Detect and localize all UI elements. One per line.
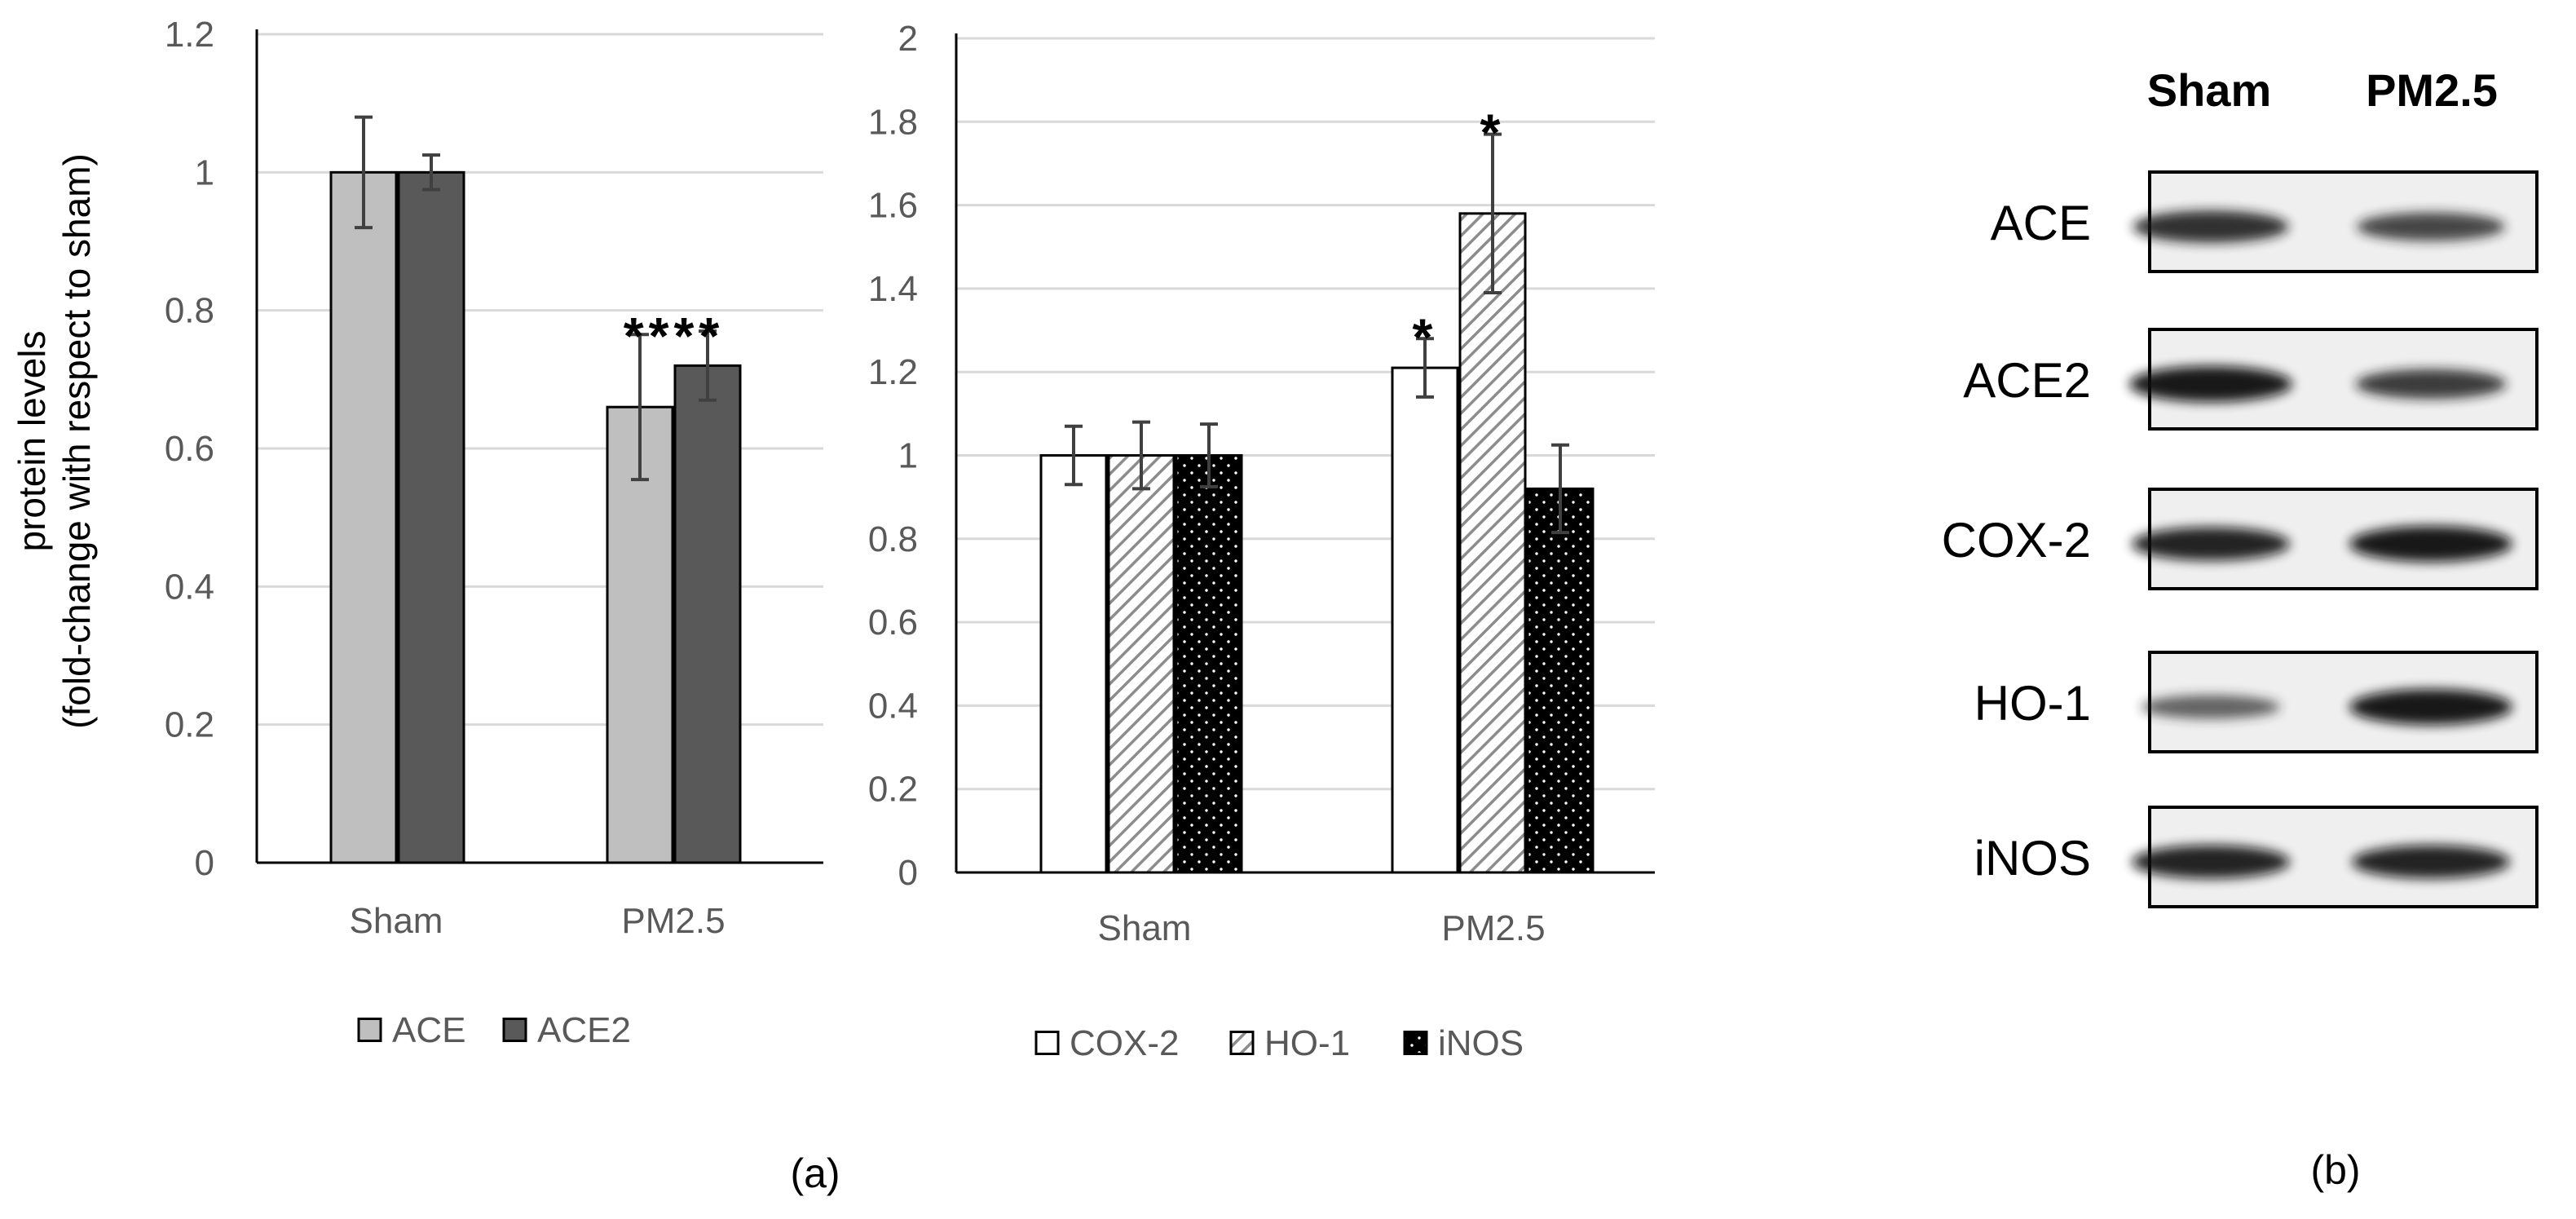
blot-row-inos: iNOS	[1974, 806, 2539, 908]
bar-cox-2-sham	[1039, 454, 1108, 874]
y-tick-label: 0.4	[165, 567, 214, 607]
y-tick-label: 2	[898, 19, 918, 59]
blot-column-sham: Sham	[2147, 64, 2272, 116]
y-tick-label: 0.4	[868, 686, 918, 726]
blot-band-sham	[2129, 366, 2292, 402]
legend-ace: ACE ACE2	[357, 1010, 631, 1050]
blot-row-label: iNOS	[1974, 831, 2091, 886]
y-tick-label: 1.2	[868, 352, 918, 392]
blot-band-pm25	[2355, 369, 2507, 400]
blot-column-pm25: PM2.5	[2366, 64, 2498, 116]
legend-swatch-ace	[357, 1018, 382, 1042]
y-tick-label: 0.2	[868, 770, 918, 810]
blot-row-ho-1: HO-1	[1974, 651, 2539, 753]
chart-ace-ace2: protein levels (fold-change with respect…	[11, 15, 823, 1050]
legend-swatch-cox-2	[1034, 1031, 1060, 1055]
y-tick-label: 0	[195, 843, 214, 883]
bar-ace2-sham	[397, 170, 465, 864]
blot-row-ace2: ACE2	[1963, 328, 2539, 431]
significance-marker: ****	[624, 307, 725, 365]
chart-cox2-ho1-inos: 0 0.2 0.4 0.6 0.8 1 1.2 1.4 1.6 1.8 2 Sham PM2.5 * *…	[868, 19, 1655, 1063]
blot-row-label: COX-2	[1942, 513, 2091, 568]
y-tick-label: 0.6	[165, 429, 214, 469]
y-tick-label: 0.8	[868, 519, 918, 559]
y-axis-title-line2: (fold-change with respect to sham)	[55, 153, 98, 729]
y-axis-title-line1: protein levels	[11, 330, 53, 551]
legend-swatch-ho-1	[1229, 1031, 1255, 1055]
legend-cox2-ho1-inos: COX-2 HO-1 iNOS	[1034, 1023, 1524, 1063]
bar-ace2-pm2-5	[673, 364, 742, 864]
blot-band-sham	[2133, 210, 2289, 243]
panel-a-label: (a)	[790, 1151, 840, 1196]
significance-marker: *	[1413, 307, 1438, 366]
blot-row-label: ACE	[1991, 196, 2091, 250]
legend-label-ace: ACE	[392, 1010, 465, 1050]
y-tick-label: 1.6	[868, 186, 918, 226]
y-tick-label: 0.2	[165, 705, 214, 745]
y-tick-label: 0.6	[868, 603, 918, 643]
legend-swatch-ace2	[502, 1018, 527, 1042]
y-tick-label: 1.8	[868, 102, 918, 142]
blot-band-sham	[2132, 527, 2290, 561]
blot-band-pm25	[2357, 212, 2505, 241]
y-tick-label: 0	[898, 853, 918, 893]
bar-inos-pm2-5	[1526, 487, 1595, 874]
blot-band-sham	[2142, 695, 2280, 719]
blot-row-ace: ACE	[1991, 170, 2539, 273]
blot-band-pm25	[2349, 526, 2512, 562]
blot-row-label: HO-1	[1974, 676, 2091, 731]
blot-band-pm25	[2352, 845, 2510, 879]
y-tick-label: 1	[195, 152, 214, 192]
western-blot: Sham PM2.5 ACE ACE2 COX-2 HO-1 iNOS	[1942, 64, 2539, 908]
y-tick-label: 1.4	[868, 269, 918, 309]
x-category-pm2-5: PM2.5	[1441, 908, 1545, 948]
y-tick-label: 0.8	[165, 291, 214, 331]
legend-swatch-inos	[1403, 1031, 1428, 1055]
bar-cox-2-pm2-5	[1391, 366, 1459, 874]
y-tick-label: 1.2	[165, 15, 214, 55]
x-category-pm2-5: PM2.5	[621, 901, 725, 941]
legend-label-inos: iNOS	[1438, 1023, 1524, 1063]
x-category-sham: Sham	[1098, 908, 1192, 948]
bar-inos-sham	[1175, 454, 1243, 874]
panel-b-label: (b)	[2310, 1147, 2360, 1193]
legend-label-cox-2: COX-2	[1070, 1023, 1179, 1063]
legend-label-ho-1: HO-1	[1264, 1023, 1350, 1063]
blot-row-cox-2: COX-2	[1942, 488, 2539, 590]
y-tick-label: 1	[898, 436, 918, 476]
blot-row-label: ACE2	[1963, 353, 2091, 408]
blot-band-sham	[2132, 845, 2290, 879]
bar-ho-1-pm2-5	[1458, 212, 1527, 874]
legend-label-ace2: ACE2	[537, 1010, 631, 1050]
x-category-sham: Sham	[350, 901, 443, 941]
blot-band-pm25	[2349, 689, 2512, 725]
bar-ho-1-sham	[1107, 454, 1176, 874]
significance-marker: *	[1480, 104, 1506, 162]
bar-ace-sham	[329, 170, 398, 864]
